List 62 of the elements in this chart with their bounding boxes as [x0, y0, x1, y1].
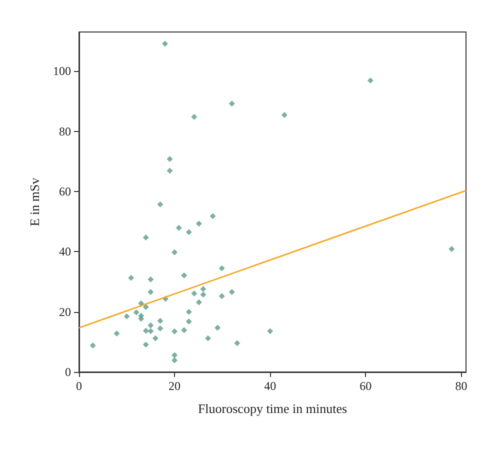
- y-tick-label: 80: [59, 124, 71, 138]
- point: [218, 293, 225, 300]
- point: [157, 201, 164, 208]
- y-tick-label: 60: [59, 184, 71, 198]
- point: [152, 335, 158, 342]
- point: [166, 156, 173, 162]
- point: [142, 234, 149, 241]
- point: [200, 292, 206, 298]
- point: [138, 316, 144, 322]
- point: [228, 288, 235, 295]
- point: [142, 304, 149, 310]
- point: [196, 299, 202, 306]
- point: [176, 224, 182, 231]
- point: [186, 318, 192, 324]
- point: [148, 322, 154, 328]
- point: [191, 114, 198, 120]
- point: [196, 220, 202, 227]
- x-tick-label: 80: [455, 379, 468, 393]
- point: [181, 327, 188, 334]
- point: [200, 286, 206, 292]
- point: [124, 313, 130, 320]
- point: [166, 168, 173, 174]
- point: [191, 290, 198, 296]
- point: [128, 274, 134, 281]
- point: [181, 272, 188, 278]
- y-tick-label: 0: [65, 365, 71, 379]
- point: [172, 357, 178, 364]
- point: [234, 340, 240, 346]
- x-tick-label: 20: [168, 379, 181, 393]
- point: [172, 249, 178, 256]
- y-axis-title: E in mSv: [27, 177, 42, 226]
- x-tick-label: 0: [76, 379, 82, 393]
- point: [142, 328, 149, 334]
- point: [157, 325, 164, 332]
- point: [228, 100, 235, 107]
- point: [133, 309, 140, 316]
- point: [148, 288, 154, 295]
- point: [205, 335, 211, 342]
- x-tick-label: 60: [360, 379, 372, 393]
- point: [214, 324, 221, 331]
- point: [448, 246, 455, 252]
- point: [367, 77, 374, 84]
- point: [210, 213, 216, 220]
- point: [148, 276, 154, 282]
- point: [281, 112, 288, 118]
- point: [172, 352, 178, 358]
- point: [114, 330, 120, 336]
- point: [186, 229, 192, 236]
- y-tick-label: 40: [59, 244, 71, 259]
- point: [218, 265, 225, 272]
- point: [172, 328, 178, 334]
- y-tick-label: 100: [53, 64, 71, 78]
- point: [148, 328, 154, 334]
- point: [267, 328, 274, 334]
- point: [142, 342, 149, 348]
- y-tick-label: 20: [59, 304, 71, 319]
- point: [90, 342, 96, 349]
- point: [186, 308, 192, 315]
- x-tick-label: 40: [264, 379, 276, 393]
- point: [162, 40, 168, 47]
- x-axis-title: Fluoroscopy time in minutes: [198, 401, 348, 416]
- point: [157, 318, 164, 324]
